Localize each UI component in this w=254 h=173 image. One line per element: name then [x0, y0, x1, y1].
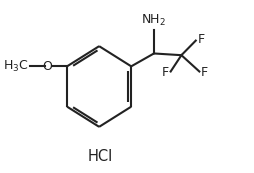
Text: NH$_2$: NH$_2$: [141, 13, 166, 28]
Text: F: F: [198, 33, 205, 46]
Text: O: O: [42, 60, 52, 73]
Text: H$_3$C: H$_3$C: [3, 59, 29, 74]
Text: F: F: [162, 66, 169, 79]
Text: F: F: [201, 66, 208, 79]
Text: HCl: HCl: [88, 149, 113, 164]
